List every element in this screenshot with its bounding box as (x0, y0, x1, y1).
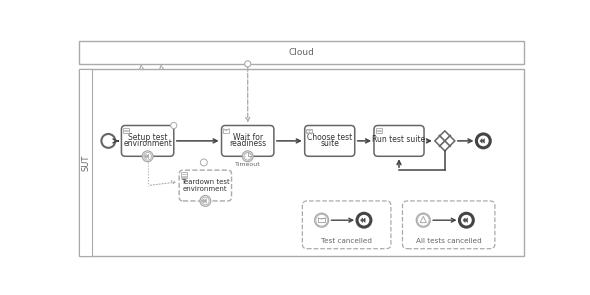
Text: Timeout: Timeout (235, 162, 261, 167)
Polygon shape (144, 154, 146, 159)
Circle shape (101, 134, 115, 148)
Text: Choose test: Choose test (307, 132, 352, 142)
Circle shape (171, 122, 177, 129)
Circle shape (314, 213, 329, 227)
Text: Cloud: Cloud (289, 48, 314, 57)
Text: Run test suite: Run test suite (372, 135, 425, 144)
FancyBboxPatch shape (221, 125, 274, 156)
Text: All tests cancelled: All tests cancelled (416, 238, 481, 244)
Text: SUT: SUT (81, 154, 90, 171)
Circle shape (142, 151, 153, 162)
Polygon shape (204, 199, 206, 203)
Polygon shape (202, 199, 204, 203)
Bar (79, 41, 524, 64)
Text: readiness: readiness (229, 140, 266, 148)
Polygon shape (363, 218, 365, 222)
Bar (375, 128, 382, 133)
Circle shape (244, 153, 251, 160)
FancyBboxPatch shape (122, 125, 174, 156)
FancyBboxPatch shape (374, 125, 424, 156)
Circle shape (245, 61, 251, 67)
FancyBboxPatch shape (302, 201, 391, 249)
Bar (123, 128, 129, 133)
Bar (181, 173, 187, 178)
Polygon shape (480, 139, 482, 143)
FancyBboxPatch shape (402, 201, 495, 249)
Bar (318, 218, 325, 222)
Circle shape (476, 134, 490, 148)
FancyBboxPatch shape (304, 125, 355, 156)
Text: suite: suite (320, 140, 339, 148)
Circle shape (460, 213, 473, 227)
Bar (223, 129, 230, 133)
Circle shape (357, 213, 371, 227)
Bar (79, 68, 524, 256)
Circle shape (242, 151, 253, 162)
Circle shape (201, 159, 207, 166)
FancyBboxPatch shape (179, 170, 231, 201)
Text: Test cancelled: Test cancelled (321, 238, 372, 244)
Polygon shape (146, 154, 149, 159)
Text: environment: environment (123, 140, 172, 148)
Circle shape (417, 213, 430, 227)
Text: Teardown test: Teardown test (181, 179, 230, 185)
Circle shape (202, 197, 209, 205)
Circle shape (418, 214, 429, 226)
Circle shape (316, 214, 327, 226)
Circle shape (200, 196, 211, 206)
Polygon shape (466, 218, 467, 222)
Bar (306, 129, 312, 133)
Polygon shape (482, 139, 484, 143)
Polygon shape (463, 218, 466, 222)
Bar (79, 68, 92, 256)
Text: Setup test: Setup test (128, 132, 168, 142)
Text: environment: environment (183, 186, 228, 192)
Polygon shape (360, 218, 363, 222)
Polygon shape (420, 217, 427, 223)
Polygon shape (435, 131, 455, 151)
Circle shape (144, 153, 152, 160)
Text: Wait for: Wait for (232, 132, 263, 142)
